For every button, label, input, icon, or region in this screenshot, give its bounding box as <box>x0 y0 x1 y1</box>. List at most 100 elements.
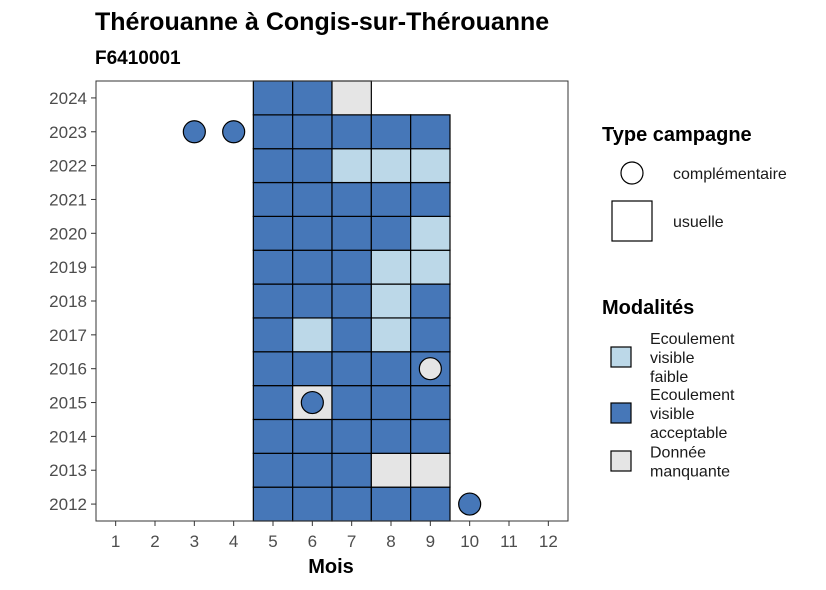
tile-2017-7 <box>331 317 372 353</box>
tile-2017-6 <box>292 317 333 353</box>
tile-2022-7 <box>331 148 372 184</box>
tile-2024-6 <box>292 80 333 116</box>
tile-2019-9 <box>410 249 451 285</box>
y-tick-label: 2024 <box>49 89 87 108</box>
tile-2014-5 <box>252 418 294 454</box>
y-tick-label: 2020 <box>49 224 87 243</box>
tile-2020-8 <box>370 215 412 251</box>
tile-2012-8 <box>370 486 412 522</box>
tile-2020-6 <box>292 215 333 251</box>
tile-2014-8 <box>370 418 412 454</box>
tile-2020-7 <box>331 215 372 251</box>
point-2016-9 <box>418 357 442 381</box>
legend-label-faible: Ecoulement <box>650 331 735 348</box>
tile-2020-5 <box>252 215 294 251</box>
tile-2016-5 <box>252 351 294 387</box>
tile-2024-5 <box>252 80 294 116</box>
legend-label-acceptable: Ecoulement <box>650 387 735 404</box>
y-tick-label: 2014 <box>49 427 87 446</box>
x-tick-label: 8 <box>386 532 395 551</box>
tile-2018-6 <box>292 283 333 319</box>
y-tick-label: 2012 <box>49 495 87 514</box>
legend-label-usuelle: usuelle <box>673 214 724 231</box>
y-tick-label: 2019 <box>49 258 87 277</box>
legend-key-manquante <box>610 450 632 472</box>
tile-2018-7 <box>331 283 372 319</box>
tile-2023-5 <box>252 114 294 150</box>
y-tick-label: 2023 <box>49 123 87 142</box>
tile-2012-5 <box>252 486 294 522</box>
tile-2023-6 <box>292 114 333 150</box>
tile-2021-8 <box>370 181 412 217</box>
y-tick-label: 2017 <box>49 326 87 345</box>
legend-modalites: ModalitésEcoulementvisiblefaibleEcouleme… <box>602 297 735 481</box>
chart-title: Thérouanne à Congis-sur-Thérouanne <box>95 8 549 36</box>
tile-2023-7 <box>331 114 372 150</box>
tile-2017-8 <box>370 317 412 353</box>
tile-2020-9 <box>410 215 451 251</box>
point-2012-10 <box>458 492 482 516</box>
legend-label-acceptable: visible <box>650 406 695 423</box>
tile-2013-9 <box>410 452 451 488</box>
y-tick-label: 2018 <box>49 292 87 311</box>
tile-2023-9 <box>410 114 451 150</box>
tile-2021-6 <box>292 181 333 217</box>
tile-2016-8 <box>370 351 412 387</box>
tile-2015-8 <box>370 385 412 421</box>
x-tick-label: 2 <box>150 532 159 551</box>
tile-2023-8 <box>370 114 412 150</box>
chart-subtitle: F6410001 <box>95 48 181 69</box>
point-2023-4 <box>222 120 246 144</box>
legend-label-faible: visible <box>650 350 695 367</box>
tile-2013-8 <box>370 452 412 488</box>
legend-key-acceptable <box>610 402 632 424</box>
tile-2015-5 <box>252 385 294 421</box>
legend-key-usuelle <box>611 200 653 242</box>
tile-2013-6 <box>292 452 333 488</box>
tile-2012-6 <box>292 486 333 522</box>
tile-2017-9 <box>410 317 451 353</box>
legend-label-manquante: Donnée <box>650 445 706 462</box>
tile-2019-8 <box>370 249 412 285</box>
x-tick-label: 10 <box>460 532 479 551</box>
tile-2012-9 <box>410 486 451 522</box>
x-tick-label: 7 <box>347 532 356 551</box>
tile-2015-7 <box>331 385 372 421</box>
tile-2024-7 <box>331 80 372 116</box>
point-2023-3 <box>182 120 206 144</box>
tile-2021-5 <box>252 181 294 217</box>
x-tick-label: 4 <box>229 532 238 551</box>
legend-type-title: Type campagne <box>602 124 752 146</box>
legend-label-acceptable: acceptable <box>650 425 727 442</box>
tile-2016-7 <box>331 351 372 387</box>
tile-2017-5 <box>252 317 294 353</box>
x-tick-label: 9 <box>426 532 435 551</box>
legend-type-campagne: Type campagne complémentaire usuelle <box>602 124 787 242</box>
x-tick-label: 1 <box>111 532 120 551</box>
legend-key-faible <box>610 346 632 368</box>
x-tick-label: 5 <box>268 532 277 551</box>
points-layer <box>182 120 482 516</box>
tile-2014-6 <box>292 418 333 454</box>
tile-2019-6 <box>292 249 333 285</box>
legend-modalites-title: Modalités <box>602 297 694 319</box>
x-axis: 1 2 3 4 5 6 7 8 9 10 11 12 <box>111 521 558 551</box>
y-tick-label: 2021 <box>49 190 87 209</box>
tile-2022-5 <box>252 148 294 184</box>
tile-2014-9 <box>410 418 451 454</box>
x-axis-title: Mois <box>308 556 354 578</box>
tile-2019-7 <box>331 249 372 285</box>
tile-2022-9 <box>410 148 451 184</box>
tile-2021-9 <box>410 181 451 217</box>
y-tick-label: 2015 <box>49 394 87 413</box>
tiles-layer <box>252 80 451 522</box>
tile-2013-5 <box>252 452 294 488</box>
tile-2022-6 <box>292 148 333 184</box>
y-axis: 2012 2013 2014 2015 2016 2017 2018 2019 2020 2021… <box>49 89 96 514</box>
tile-2018-8 <box>370 283 412 319</box>
x-tick-label: 12 <box>539 532 558 551</box>
tile-2012-7 <box>331 486 372 522</box>
tile-2018-5 <box>252 283 294 319</box>
x-tick-label: 6 <box>308 532 317 551</box>
